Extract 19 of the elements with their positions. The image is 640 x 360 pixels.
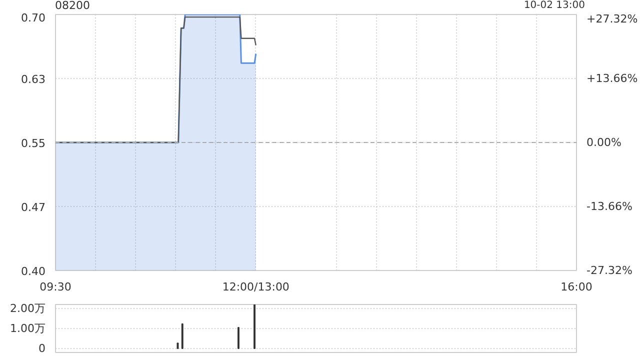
y2-tick-label: +13.66% (586, 72, 638, 85)
y-tick-label: 0.63 (21, 73, 46, 86)
text: 10-02 13:00 (524, 0, 585, 13)
y2-tick-label: +27.32% (586, 12, 638, 26)
y-tick-label: 0.70 (21, 12, 46, 24)
line-series (56, 16, 256, 144)
y-tick-label: 0.55 (21, 137, 46, 150)
x-tick-label: 09:30 (40, 280, 72, 294)
y-tick-label: 2.00万 (10, 302, 46, 315)
x-tick-label: 12:00/13:00 (222, 280, 290, 294)
y2-tick-label: -13.66% (586, 200, 632, 213)
y2-tick-label: 0.00% (586, 136, 622, 149)
y2-tick-label: -27.32% (586, 264, 632, 277)
y-tick-label: 0.40 (21, 265, 46, 278)
x-tick-label: 16:00 (560, 280, 592, 294)
y-tick-label: 0.47 (21, 201, 46, 214)
y-tick-label: 1.00万 (10, 322, 46, 335)
chart-title: 08200 (55, 0, 90, 14)
y-tick-label: 0 (38, 342, 46, 355)
